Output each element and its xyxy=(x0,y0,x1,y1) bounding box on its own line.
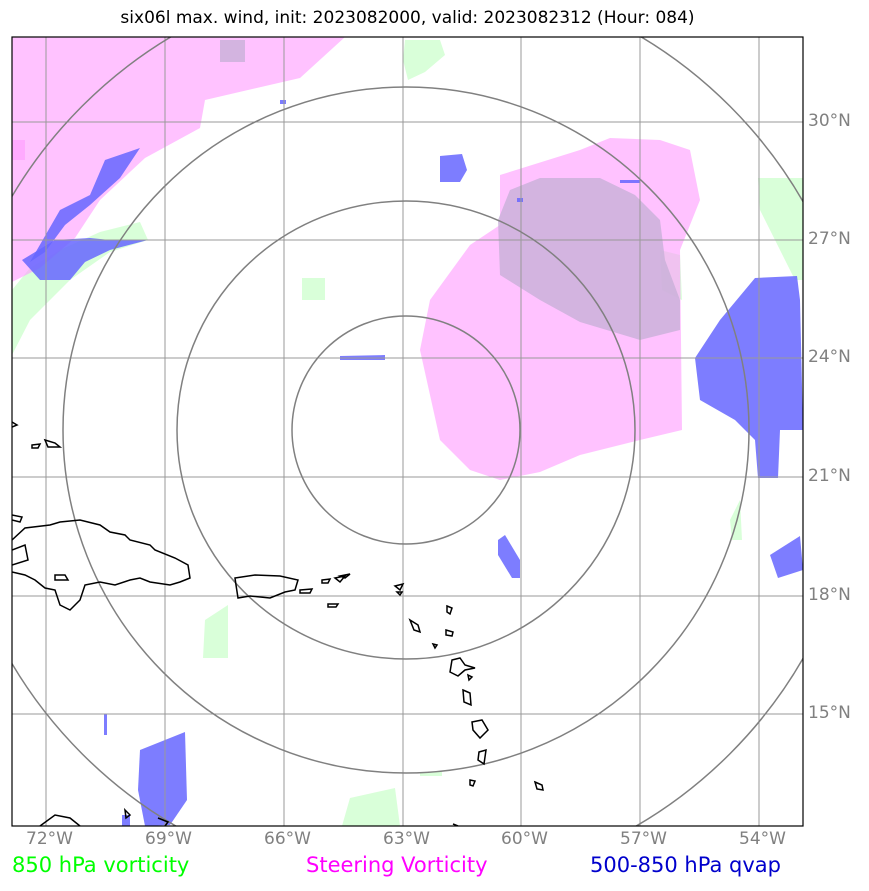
lat-label-18n: 18°N xyxy=(808,585,851,605)
lon-label-72w: 72°W xyxy=(26,829,73,849)
lon-label-57w: 57°W xyxy=(620,829,667,849)
lon-label-54w: 54°W xyxy=(739,829,786,849)
lat-label-15n: 15°N xyxy=(808,703,851,723)
map-title: six06l max. wind, init: 2023082000, vali… xyxy=(120,8,695,28)
map-frame xyxy=(11,36,804,827)
lon-label-63w: 63°W xyxy=(383,829,430,849)
lon-label-69w: 69°W xyxy=(145,829,192,849)
legend-steering-vorticity: Steering Vorticity xyxy=(306,853,488,877)
lat-label-21n: 21°N xyxy=(808,466,851,486)
lat-label-27n: 27°N xyxy=(808,229,851,249)
lon-label-60w: 60°W xyxy=(501,829,548,849)
coastlines xyxy=(12,421,544,826)
graticule xyxy=(12,37,803,826)
lat-label-24n: 24°N xyxy=(808,347,851,367)
overlap-area xyxy=(220,40,680,340)
legend-850-vorticity: 850 hPa vorticity xyxy=(12,853,190,877)
legend-qvap: 500-850 hPa qvap xyxy=(590,853,781,877)
qvap-areas xyxy=(22,100,803,826)
lat-label-30n: 30°N xyxy=(808,111,851,131)
lon-label-66w: 66°W xyxy=(264,829,311,849)
